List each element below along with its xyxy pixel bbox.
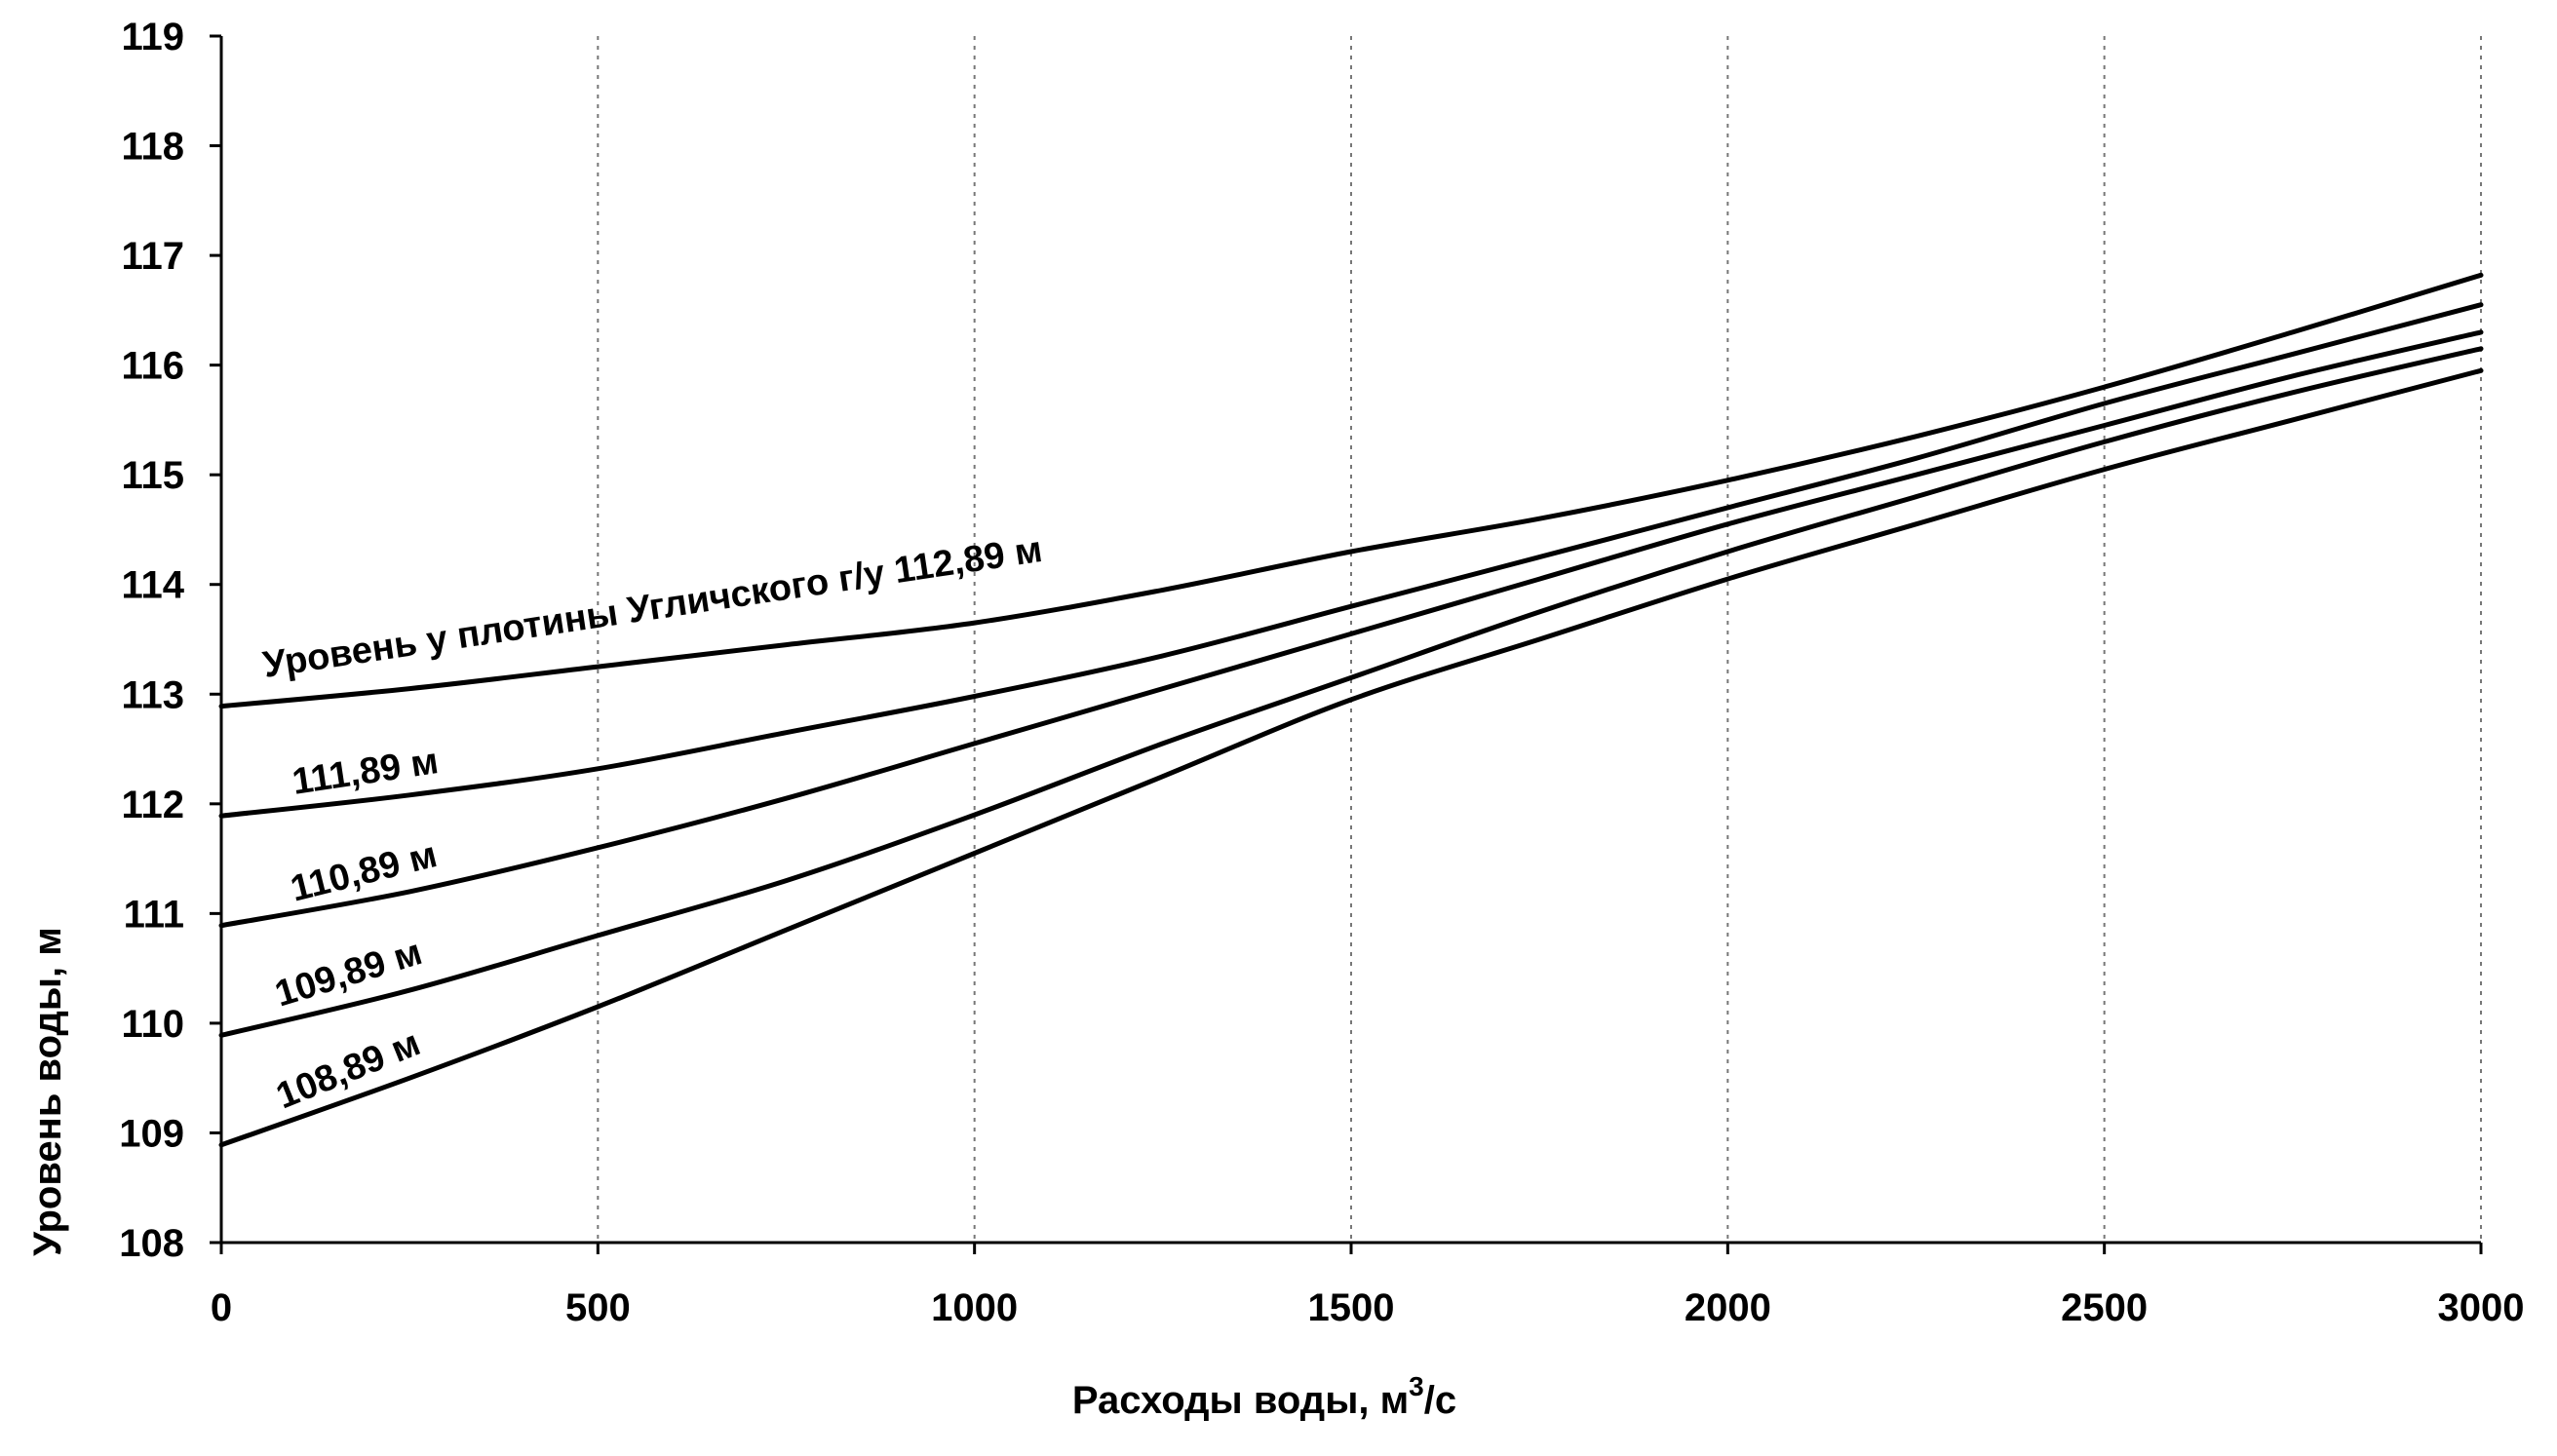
x-tick-label: 1000 [931, 1286, 1018, 1329]
label-layer: Уровень у плотины Угличского г/у 112,89 … [260, 529, 1045, 1117]
x-axis-title: Расходы воды, м3/с [1072, 1371, 1456, 1422]
series-label-4: 109,89 м [270, 932, 426, 1015]
y-tick-label: 111 [124, 893, 184, 936]
series-line-1 [218, 272, 2484, 709]
y-tick-label: 115 [121, 454, 184, 497]
x-tick-label: 1500 [1308, 1286, 1395, 1329]
axis-layer: 108 109 110 111 112 113 114 115 116 117 118 119 0 500… [119, 16, 2524, 1329]
series-line-5 [218, 367, 2484, 1148]
x-tick-label: 2500 [2061, 1286, 2148, 1329]
series-layer [218, 272, 2484, 1148]
y-tick-label: 118 [121, 126, 184, 169]
series-label-5: 108,89 м [271, 1022, 426, 1117]
y-tick-label: 117 [121, 235, 184, 278]
y-tick-label: 110 [121, 1003, 184, 1046]
y-tick-label: 113 [121, 673, 184, 716]
y-tick-label: 119 [121, 16, 184, 58]
series-line-4 [218, 346, 2484, 1038]
y-tick-label: 114 [121, 564, 184, 607]
y-tick-label: 109 [119, 1112, 184, 1155]
x-axis-title-superscript: 3 [1409, 1371, 1424, 1401]
series-line-3 [218, 329, 2484, 929]
y-tick-label: 108 [119, 1222, 184, 1265]
x-tick-label: 500 [565, 1286, 631, 1329]
x-tick-label: 3000 [2438, 1286, 2525, 1329]
x-tick-label: 2000 [1685, 1286, 1771, 1329]
y-axis-title: Уровень воды, м [26, 927, 69, 1256]
x-tick-label: 0 [211, 1286, 232, 1329]
grid-layer [597, 36, 2482, 1243]
series-line-2 [218, 302, 2484, 819]
x-axis-title-main: Расходы воды, м [1072, 1379, 1409, 1422]
y-tick-label: 112 [121, 784, 184, 826]
y-tick-label: 116 [121, 345, 184, 388]
x-axis-title-tail: /с [1424, 1379, 1456, 1422]
